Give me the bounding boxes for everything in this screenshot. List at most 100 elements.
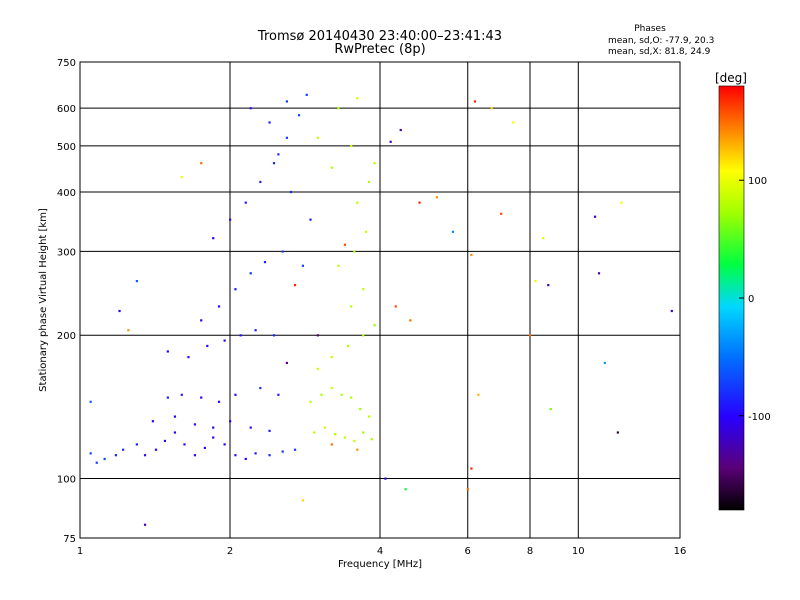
data-point [254, 452, 257, 455]
data-point [362, 288, 365, 291]
chart-title: Tromsø 20140430 23:40:00–23:41:43 [257, 29, 502, 44]
data-point [356, 201, 359, 204]
y-tick-label: 100 [57, 475, 76, 486]
data-point [670, 309, 673, 313]
data-point [394, 305, 397, 308]
data-point [353, 250, 356, 253]
data-point [305, 93, 308, 96]
data-point [350, 305, 353, 308]
data-point [166, 350, 169, 353]
data-point [409, 319, 412, 322]
y-tick-label: 300 [57, 247, 76, 258]
data-point [549, 407, 552, 411]
data-point [143, 523, 147, 526]
data-point [263, 261, 267, 264]
data-point [187, 356, 190, 359]
data-point [356, 448, 359, 451]
data-point [384, 477, 387, 480]
data-point [435, 196, 438, 199]
data-point [285, 361, 288, 365]
data-point [272, 162, 276, 165]
data-point [89, 452, 92, 455]
x-tick-label: 16 [674, 546, 687, 557]
data-point [334, 433, 337, 436]
data-point [223, 443, 226, 446]
data-point [281, 250, 284, 253]
data-point [309, 400, 312, 403]
data-point [173, 415, 177, 418]
data-point [373, 162, 376, 165]
data-point [143, 454, 147, 457]
data-point [212, 436, 215, 439]
data-point [466, 488, 469, 491]
data-point [268, 121, 271, 124]
data-point [135, 280, 138, 283]
data-point [301, 264, 305, 267]
data-point [249, 107, 252, 110]
data-point [180, 393, 183, 396]
data-point [370, 438, 373, 441]
stats-line-o: mean, sd,O: -77.9, 20.3 [608, 36, 714, 46]
y-tick-label: 200 [57, 331, 76, 342]
plot-frame [79, 61, 681, 539]
data-point [529, 334, 532, 337]
data-point [154, 448, 158, 451]
data-point [180, 175, 183, 179]
data-point [365, 230, 368, 233]
data-point [367, 180, 371, 184]
data-point [234, 288, 237, 291]
data-point [217, 305, 221, 308]
data-point [114, 454, 118, 457]
data-point [183, 443, 186, 446]
data-point [534, 280, 537, 283]
data-point [293, 284, 297, 287]
data-point [340, 393, 343, 396]
x-tick-label: 4 [377, 546, 383, 557]
data-point [268, 429, 271, 432]
y-tick-label: 600 [57, 104, 76, 115]
data-point [103, 457, 106, 461]
data-point [259, 180, 262, 184]
data-point [473, 100, 477, 103]
colorbar-tick-label: -100 [748, 412, 771, 423]
colorbar-tick-label: 100 [748, 176, 767, 187]
y-tick-label: 75 [63, 534, 76, 545]
colorbar-tick-label: 0 [748, 294, 754, 305]
data-point [254, 329, 257, 332]
data-point [346, 344, 350, 348]
data-point [313, 431, 316, 434]
y-axis-label: Stationary phase Virtual Height [km] [38, 208, 49, 392]
data-point [166, 396, 169, 399]
data-point [359, 407, 362, 411]
data-point [620, 201, 623, 204]
data-point [272, 334, 276, 337]
data-point [362, 431, 365, 434]
data-point [320, 393, 323, 396]
data-point [234, 454, 237, 457]
data-point [293, 448, 297, 451]
data-point [244, 201, 247, 204]
data-point [603, 361, 606, 365]
x-tick-label: 10 [572, 546, 585, 557]
x-tick-label: 8 [527, 546, 533, 557]
data-point [89, 400, 92, 403]
data-point [259, 386, 262, 390]
data-point [451, 230, 455, 233]
data-point [597, 272, 601, 275]
data-point [362, 334, 365, 337]
data-point [212, 426, 215, 429]
data-point [122, 448, 125, 451]
data-point [200, 396, 203, 399]
data-point [285, 136, 288, 139]
data-point [268, 454, 271, 457]
data-point [193, 454, 197, 457]
data-point [301, 499, 305, 502]
data-point [200, 319, 203, 322]
data-point [367, 415, 371, 418]
data-point [512, 121, 515, 124]
data-point [316, 136, 319, 139]
data-point [127, 329, 130, 332]
data-point [281, 450, 284, 453]
data-point [234, 393, 237, 396]
data-point [350, 144, 353, 148]
